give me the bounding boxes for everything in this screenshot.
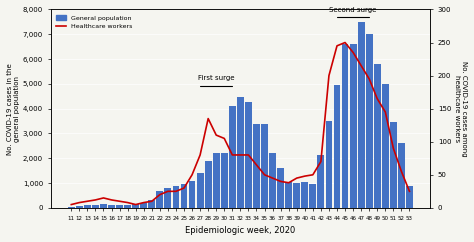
Bar (326, 121, 332, 208)
Bar (229, 106, 236, 208)
Bar (181, 184, 187, 208)
Bar (301, 182, 308, 208)
Bar (116, 205, 123, 208)
Bar (124, 205, 131, 208)
Bar (398, 143, 405, 208)
Bar (132, 204, 139, 208)
Bar (406, 186, 413, 208)
Bar (173, 186, 179, 208)
Bar (68, 207, 75, 208)
Legend: General population, Healthcare workers: General population, Healthcare workers (54, 13, 135, 32)
Bar (213, 153, 219, 208)
Bar (261, 123, 268, 208)
Bar (76, 206, 83, 208)
Bar (108, 205, 115, 208)
Bar (293, 183, 300, 208)
Y-axis label: No. COVID-19 cases in the
general population: No. COVID-19 cases in the general popula… (7, 63, 20, 155)
Bar (269, 153, 276, 208)
Bar (205, 161, 211, 208)
Bar (342, 44, 348, 208)
Bar (245, 102, 252, 208)
Bar (350, 44, 356, 208)
Bar (390, 122, 397, 208)
Bar (237, 98, 244, 208)
Bar (318, 155, 324, 208)
Bar (277, 168, 284, 208)
Bar (382, 84, 389, 208)
Bar (285, 182, 292, 208)
Bar (100, 204, 107, 208)
Bar (253, 123, 260, 208)
Text: Second surge: Second surge (329, 7, 377, 13)
Bar (189, 181, 195, 208)
Bar (358, 22, 365, 208)
Bar (92, 205, 99, 208)
Bar (140, 203, 147, 208)
Bar (84, 205, 91, 208)
Text: First surge: First surge (198, 75, 235, 81)
Bar (148, 200, 155, 208)
Bar (310, 184, 316, 208)
Bar (156, 190, 163, 208)
Bar (374, 64, 381, 208)
X-axis label: Epidemiologic week, 2020: Epidemiologic week, 2020 (185, 226, 295, 235)
Bar (221, 153, 228, 208)
Bar (366, 34, 373, 208)
Bar (164, 188, 171, 208)
Bar (334, 85, 340, 208)
Bar (197, 173, 203, 208)
Y-axis label: No. COVID-19 cases among
healthcare workers: No. COVID-19 cases among healthcare work… (454, 61, 467, 157)
